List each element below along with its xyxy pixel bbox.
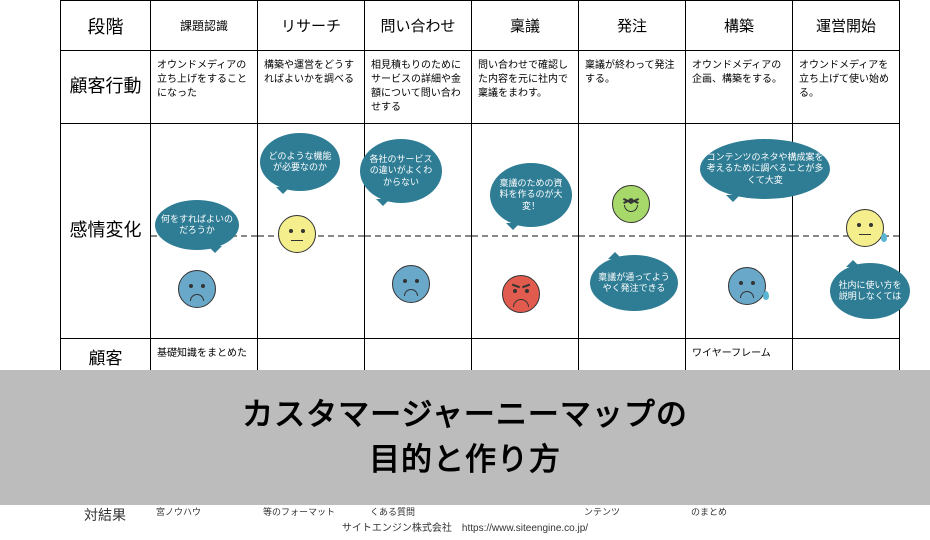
stage-4: 稟議 xyxy=(472,1,579,51)
row-emotion-change: 感情変化 xyxy=(61,124,900,339)
label-customer-action: 顧客行動 xyxy=(61,51,151,124)
footer-credit: サイトエンジン株式会社 https://www.siteengine.co.jp… xyxy=(0,519,930,534)
row-stages: 段階 課題認識 リサーチ 問い合わせ 稟議 発注 構築 運営開始 xyxy=(61,1,900,51)
stage-7: 運営開始 xyxy=(793,1,900,51)
label-emotion-change: 感情変化 xyxy=(61,124,151,339)
action-2: 構築や運営をどうすればよいかを調べる xyxy=(258,51,365,124)
overlay-line-1: カスタマージャーニーマップの xyxy=(242,393,688,438)
stage-6: 構築 xyxy=(686,1,793,51)
emotion-cell-3 xyxy=(365,124,472,339)
stage-5: 発注 xyxy=(579,1,686,51)
emotion-cell-1 xyxy=(151,124,258,339)
action-6: オウンドメディアの企画、構築をする。 xyxy=(686,51,793,124)
action-4: 問い合わせで確認した内容を元に社内で稟議をまわす。 xyxy=(472,51,579,124)
overlay-line-2: 目的と作り方 xyxy=(369,438,561,483)
title-overlay-banner: カスタマージャーニーマップの 目的と作り方 xyxy=(0,370,930,505)
action-1: オウンドメディアの立ち上げをすることになった xyxy=(151,51,258,124)
emotion-cell-2 xyxy=(258,124,365,339)
action-3: 相見積もりのためにサービスの詳細や金額について問い合わせする xyxy=(365,51,472,124)
stage-2: リサーチ xyxy=(258,1,365,51)
header-stage: 段階 xyxy=(61,1,151,51)
action-5: 稟議が終わって発注する。 xyxy=(579,51,686,124)
emotion-cell-5 xyxy=(579,124,686,339)
row-customer-action: 顧客行動 オウンドメディアの立ち上げをすることになった 構築や運営をどうすればよ… xyxy=(61,51,900,124)
customer-journey-table: 段階 課題認識 リサーチ 問い合わせ 稟議 発注 構築 運営開始 顧客行動 オウ… xyxy=(60,0,900,380)
baseline-dash xyxy=(151,235,257,237)
action-7: オウンドメディアを立ち上げて使い始める。 xyxy=(793,51,900,124)
emotion-cell-4 xyxy=(472,124,579,339)
emotion-cell-6 xyxy=(686,124,793,339)
stage-1: 課題認識 xyxy=(151,1,258,51)
emotion-cell-7 xyxy=(793,124,900,339)
stage-3: 問い合わせ xyxy=(365,1,472,51)
